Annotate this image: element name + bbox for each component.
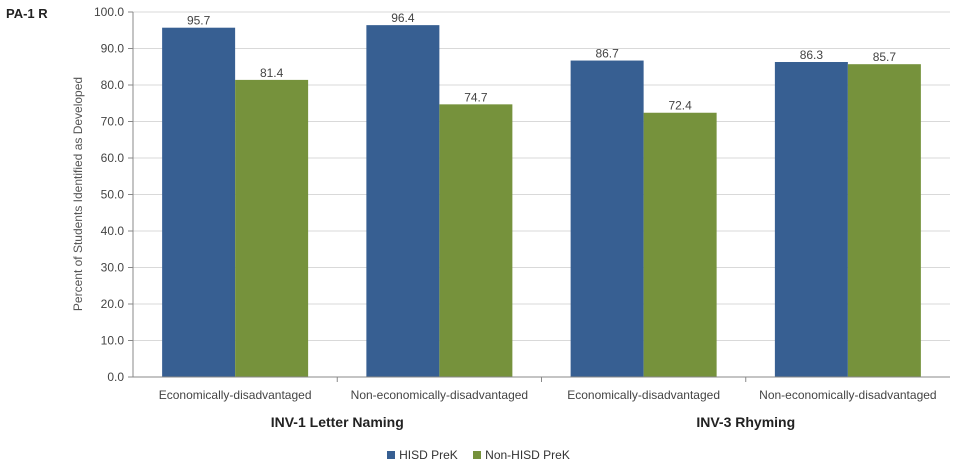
- bar: [643, 112, 717, 378]
- legend-swatch-hisd-prek: [387, 451, 396, 459]
- y-tick-label: 10.0: [101, 334, 125, 348]
- legend: HISD PreK Non-HISD PreK: [0, 448, 957, 462]
- bar: [235, 79, 309, 377]
- legend-label-hisd-prek: HISD PreK: [399, 448, 458, 462]
- bar: [847, 64, 921, 377]
- y-tick-label: 0.0: [107, 370, 124, 384]
- y-tick-label: 50.0: [101, 188, 125, 202]
- axes: 0.0 10.0 20.0 30.0 40.0 50.0 60.0 70.0 80.0 90.0 1…: [94, 5, 950, 430]
- data-label: 86.3: [800, 48, 824, 62]
- y-tick-label: 90.0: [101, 42, 125, 56]
- x-tick-label: Non-economically-disadvantaged: [351, 388, 528, 402]
- y-axis-label: Percent of Students Identified as Develo…: [71, 77, 85, 311]
- data-label: 81.4: [260, 66, 284, 80]
- x-tick-label: Economically-disadvantaged: [567, 388, 720, 402]
- data-label: 85.7: [873, 50, 897, 64]
- bar: [439, 104, 513, 377]
- data-label: 74.7: [464, 90, 488, 104]
- x-tick-label: Non-economically-disadvantaged: [759, 388, 936, 402]
- bar-chart: 95.7 81.4 96.4 74.7 86.7 72.4 86.3 85.7 0.0 10.0…: [71, 5, 950, 430]
- bar: [366, 25, 440, 377]
- bar: [162, 27, 236, 377]
- group-label: INV-3 Rhyming: [696, 414, 795, 430]
- x-tick-label: Economically-disadvantaged: [159, 388, 312, 402]
- y-tick-label: 100.0: [94, 5, 124, 19]
- legend-item-non-hisd-prek: Non-HISD PreK: [473, 448, 570, 462]
- legend-swatch-non-hisd-prek: [473, 451, 482, 459]
- data-labels: 95.7 81.4 96.4 74.7 86.7 72.4 86.3 85.7: [187, 11, 896, 113]
- legend-item-hisd-prek: HISD PreK: [387, 448, 458, 462]
- bar: [570, 60, 644, 378]
- data-label: 72.4: [668, 99, 692, 113]
- data-label: 96.4: [391, 11, 415, 25]
- bars: [162, 25, 921, 378]
- y-tick-label: 70.0: [101, 115, 125, 129]
- data-label: 86.7: [595, 47, 619, 61]
- y-tick-label: 40.0: [101, 224, 125, 238]
- group-label: INV-1 Letter Naming: [271, 414, 404, 430]
- y-tick-label: 20.0: [101, 297, 125, 311]
- corner-label: PA-1 R: [6, 6, 48, 21]
- legend-label-non-hisd-prek: Non-HISD PreK: [485, 448, 570, 462]
- y-tick-label: 30.0: [101, 261, 125, 275]
- data-label: 95.7: [187, 14, 211, 28]
- y-tick-label: 80.0: [101, 78, 125, 92]
- y-tick-label: 60.0: [101, 151, 125, 165]
- bar: [774, 62, 848, 377]
